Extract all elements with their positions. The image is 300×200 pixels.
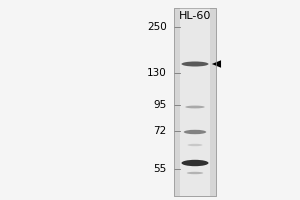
Ellipse shape (182, 62, 208, 66)
Ellipse shape (182, 160, 208, 166)
Text: 72: 72 (153, 126, 167, 136)
Text: HL-60: HL-60 (179, 11, 211, 21)
Text: 250: 250 (147, 22, 166, 32)
Ellipse shape (184, 130, 206, 134)
Bar (174, 8, 216, 196)
Bar (180, 8, 210, 196)
Polygon shape (212, 60, 221, 68)
Text: 95: 95 (153, 100, 167, 110)
Text: 55: 55 (153, 164, 167, 174)
Ellipse shape (187, 172, 203, 174)
Bar (174, 8, 216, 196)
Ellipse shape (185, 106, 205, 108)
Ellipse shape (188, 144, 202, 146)
Text: 130: 130 (147, 68, 166, 78)
